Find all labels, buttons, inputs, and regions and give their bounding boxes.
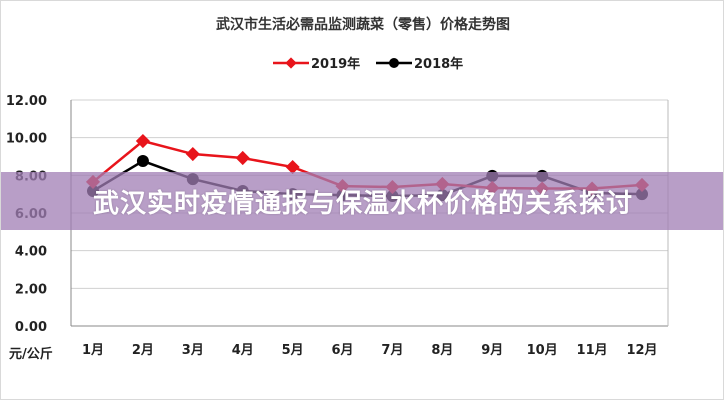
legend-label: 2019年	[311, 56, 360, 72]
x-tick-label: 6月	[332, 343, 354, 358]
y-tick-label: 2.00	[15, 282, 47, 297]
data-point-diamond	[285, 159, 300, 175]
data-point-diamond	[235, 150, 250, 166]
y-axis-unit-label: 元/公斤	[9, 346, 53, 362]
overlay-banner: 武汉实时疫情通报与保温水杯价格的关系探讨	[1, 172, 723, 230]
x-tick-label: 2月	[132, 343, 154, 358]
x-tick-label: 5月	[282, 343, 304, 358]
legend: 2019年 2018年	[273, 56, 463, 72]
y-tick-label: 10.00	[6, 132, 47, 147]
legend-marker-diamond	[285, 57, 297, 69]
legend-marker-circle	[389, 58, 399, 68]
x-tick-label: 11月	[577, 343, 608, 358]
x-tick-label: 9月	[481, 343, 503, 358]
chart-title: 武汉市生活必需品监测蔬菜（零售）价格走势图	[216, 16, 510, 33]
y-tick-label: 4.00	[15, 245, 47, 260]
data-point-circle	[136, 155, 149, 168]
y-tick-label: 12.00	[6, 94, 47, 109]
legend-label: 2018年	[414, 56, 463, 72]
banner-text: 武汉实时疫情通报与保温水杯价格的关系探讨	[92, 188, 633, 219]
x-tick-label: 3月	[182, 343, 204, 358]
x-tick-label: 10月	[527, 343, 558, 358]
x-tick-label: 12月	[626, 343, 657, 358]
x-tick-label: 8月	[431, 343, 453, 358]
x-tick-label: 4月	[232, 343, 254, 358]
y-tick-label: 0.00	[15, 320, 47, 335]
data-point-diamond	[135, 133, 150, 149]
data-point-diamond	[185, 146, 200, 162]
x-tick-label: 7月	[381, 343, 403, 358]
x-tick-label: 1月	[82, 343, 104, 358]
